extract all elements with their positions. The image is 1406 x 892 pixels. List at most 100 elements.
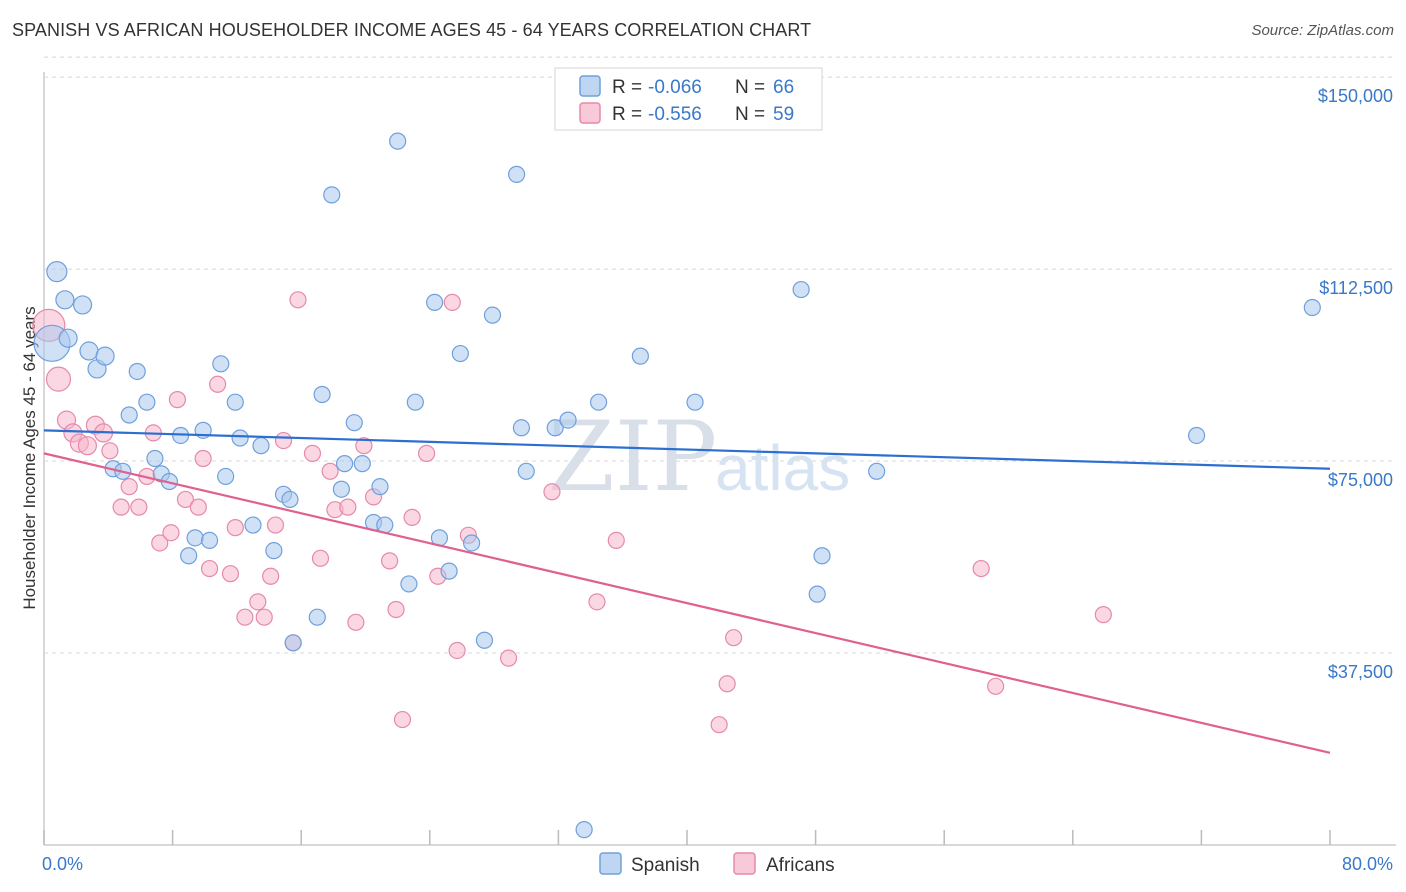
legend-n-label-spanish: N = (735, 77, 765, 98)
bottom-legend-label-spanish: Spanish (631, 855, 700, 876)
spanish-point (138, 393, 156, 411)
africans-point (101, 442, 119, 460)
spanish-point (308, 608, 326, 626)
spanish-point (389, 132, 407, 150)
spanish-point (631, 347, 649, 365)
legend-swatch-africans (579, 102, 601, 124)
spanish-point (284, 634, 302, 652)
spanish-point (265, 542, 283, 560)
y-tick-label: $112,500 (1319, 278, 1393, 298)
spanish-point (475, 631, 494, 649)
africans-point (189, 498, 207, 516)
africans-point (499, 649, 518, 667)
africans-point (387, 600, 405, 619)
spanish-point (95, 346, 115, 366)
spanish-point (128, 362, 146, 381)
africans-point (200, 559, 219, 578)
africans-point (249, 593, 267, 611)
x-tick-label-max: 80.0% (1342, 854, 1393, 874)
grid-lines (44, 56, 1396, 654)
africans-point (588, 593, 606, 611)
spanish-point (483, 306, 502, 324)
spanish-point (231, 429, 249, 447)
spanish-point (371, 478, 389, 496)
africans-point (303, 444, 322, 462)
spanish-trend-line (43, 429, 1331, 470)
africans-point (209, 375, 227, 393)
africans-point (725, 629, 743, 647)
spanish-point (462, 534, 481, 552)
spanish-point (186, 529, 204, 547)
legend-n-value-africans: 59 (773, 104, 794, 125)
africans-point (255, 608, 273, 626)
spanish-point (46, 261, 68, 283)
africans-point (987, 677, 1005, 695)
axes (43, 72, 1396, 846)
africans-point (168, 391, 187, 409)
x-ticks (43, 830, 1331, 845)
spanish-point (1303, 298, 1321, 317)
africans-point (266, 516, 285, 534)
legend-bottom: Spanish Africans (599, 852, 835, 876)
watermark-atlas: atlas (715, 432, 850, 504)
spanish-points (33, 132, 1321, 839)
y-axis-title: Householder Income Ages 45 - 64 years (20, 306, 39, 609)
source-note: Source: ZipAtlas.com (1251, 22, 1394, 39)
africans-point (443, 293, 461, 311)
legend-n-value-spanish: 66 (773, 77, 794, 98)
africans-point (403, 508, 421, 526)
africans-point (236, 608, 254, 626)
africans-point (355, 437, 373, 455)
africans-point (448, 641, 466, 660)
spanish-point (55, 290, 75, 310)
spanish-point (217, 467, 235, 486)
legend-r-label-spanish: R = (612, 77, 642, 98)
legend-r-value-africans: -0.556 (648, 104, 702, 125)
spanish-point (244, 516, 262, 534)
africans-point (226, 519, 244, 537)
spanish-point (813, 547, 831, 565)
africans-point (417, 444, 436, 462)
legend-r-label-africans: R = (612, 104, 642, 125)
spanish-point (336, 455, 354, 473)
spanish-point (451, 344, 469, 363)
africans-point (274, 431, 293, 450)
africans-point (120, 478, 138, 496)
spanish-point (400, 575, 418, 593)
spanish-point (200, 531, 219, 550)
africans-point (339, 498, 357, 516)
spanish-point (808, 585, 826, 603)
bottom-legend-swatch-africans (733, 852, 756, 875)
x-tick-label-min: 0.0% (42, 854, 83, 874)
spanish-point (512, 419, 531, 437)
legend-top: R = -0.066 N = 66 R = -0.556 N = 59 (554, 67, 823, 131)
spanish-point (323, 186, 341, 204)
africans-point (289, 291, 307, 309)
spanish-point (212, 355, 230, 373)
africans-point (1094, 606, 1112, 624)
spanish-point (180, 547, 198, 565)
spanish-point (559, 411, 577, 429)
spanish-point (508, 165, 526, 183)
africans-point (262, 567, 280, 585)
spanish-point (252, 437, 270, 455)
spanish-point (406, 393, 424, 411)
spanish-point (146, 449, 164, 468)
africans-point (381, 552, 399, 570)
spanish-point (72, 295, 93, 315)
watermark: ZIP atlas (548, 401, 850, 513)
trend-lines (43, 429, 1331, 754)
africans-point (311, 549, 330, 567)
africans-point (45, 366, 72, 392)
spanish-point (589, 393, 608, 411)
africans-point (347, 613, 365, 631)
y-tick-label: $75,000 (1328, 470, 1393, 490)
spanish-point (345, 414, 363, 432)
spanish-point (1187, 426, 1206, 445)
africans-point (151, 534, 169, 552)
spanish-point (120, 406, 138, 424)
spanish-point (575, 821, 593, 839)
chart-title: SPANISH VS AFRICAN HOUSEHOLDER INCOME AG… (12, 20, 812, 40)
spanish-point (58, 328, 78, 348)
africans-trend-line (43, 452, 1331, 754)
